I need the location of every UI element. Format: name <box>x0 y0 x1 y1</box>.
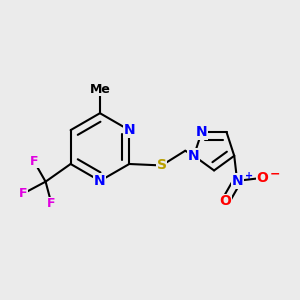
Text: F: F <box>30 154 38 167</box>
Text: O: O <box>220 194 231 208</box>
Text: S: S <box>157 158 167 172</box>
Text: Me: Me <box>89 82 110 95</box>
Text: F: F <box>19 187 28 200</box>
Text: N: N <box>231 174 243 188</box>
Text: N: N <box>124 123 135 137</box>
Text: O: O <box>256 171 268 185</box>
Text: F: F <box>47 197 56 210</box>
Text: −: − <box>270 168 280 181</box>
Text: N: N <box>196 125 207 139</box>
Text: N: N <box>188 149 200 163</box>
Text: +: + <box>244 170 253 181</box>
Text: N: N <box>94 174 106 188</box>
